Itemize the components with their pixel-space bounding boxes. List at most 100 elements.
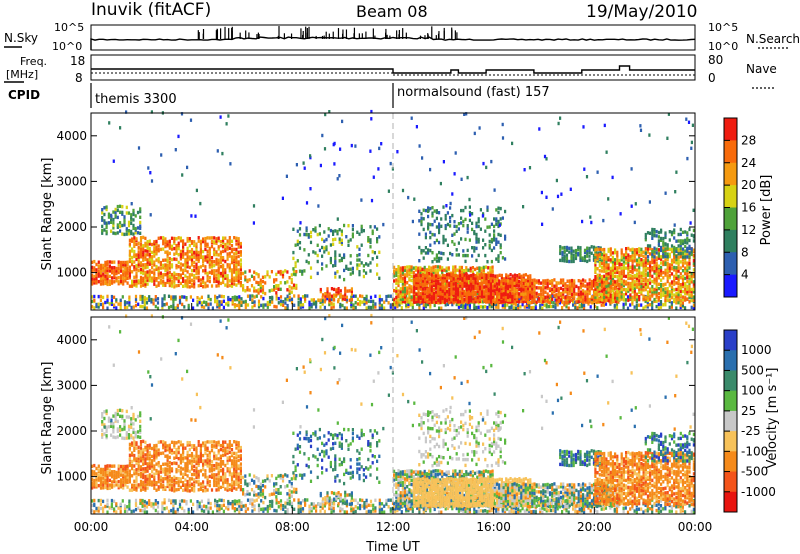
power-cell [572,303,575,307]
power-cell [106,268,109,272]
power-cell [117,266,120,271]
power-cell [506,289,510,294]
power-cell [119,204,122,208]
power-cell [290,273,293,277]
power-cell [500,280,503,284]
power-cell [261,285,265,289]
power-cell [688,261,691,265]
power-cell [393,274,396,278]
power-cell [489,270,492,275]
power-cell [348,289,351,293]
power-cell [620,284,623,289]
power-cell [333,293,336,297]
power-cell [533,287,536,292]
power-cell [653,269,656,273]
power-cell [592,257,596,261]
power-cell [482,300,485,304]
power-cell [653,259,656,263]
power-cell [349,272,352,276]
power-cell [640,271,643,275]
velocity-cell [152,506,155,510]
power-cell [487,275,490,280]
power-cell [210,269,214,273]
power-cell [110,217,113,222]
power-cell [435,292,438,296]
power-cell [242,286,245,290]
power-cell [253,289,256,293]
power-cell [690,293,693,297]
power-cell [655,229,658,234]
power-cell [684,298,687,302]
power-cell [318,232,321,236]
power-cell [420,212,423,216]
velocity-cell [121,499,124,503]
power-cell [135,279,138,283]
power-cell [264,275,267,279]
power-cell [202,276,205,280]
power-cell [259,289,262,293]
power-cell [685,117,688,121]
power-cell [418,306,421,310]
power-cell [435,300,438,304]
power-cell [511,291,514,295]
power-cell [188,273,191,277]
power-cell [435,209,438,213]
power-cell [301,269,304,274]
velocity-cell [115,510,118,514]
power-cell [526,282,529,286]
power-cell [455,253,458,257]
power-cell [346,289,349,293]
velocity-cell [145,501,149,505]
power-cell [380,142,383,146]
power-cell [625,247,628,251]
power-cell [372,299,375,304]
power-cell [482,297,485,301]
power-cell [649,294,652,298]
power-cell [401,271,404,275]
power-cell [668,230,671,234]
power-cell [425,268,428,272]
power-cell [149,213,152,217]
power-cell [233,276,236,280]
power-cell [449,294,453,298]
power-cell [604,302,608,306]
power-cell [190,263,194,267]
power-cell [489,273,492,278]
power-cell [130,202,133,206]
power-cell [441,284,444,288]
power-cell [460,270,463,275]
power-cell [399,287,402,291]
power-cell [326,296,329,301]
power-cell [481,286,484,291]
power-cell [177,243,180,248]
power-cell [611,286,614,290]
power-cell [137,268,140,273]
power-cell [396,304,399,309]
power-cell [318,223,321,228]
velocity-cell [174,499,177,503]
power-cell [442,237,445,242]
power-cell [268,296,272,300]
power-cell [472,272,475,277]
power-cell [406,291,409,295]
power-cell [487,286,490,291]
power-cell [424,232,427,236]
power-cell [430,286,433,291]
power-cell [206,284,209,288]
power-cell [439,282,442,286]
power-cell [219,274,222,278]
power-cell [544,290,547,294]
power-cell [343,223,346,228]
power-cell [239,276,242,280]
power-cell [474,274,477,278]
power-cell [443,292,446,296]
power-cell [182,284,185,288]
power-cell [646,247,650,251]
velocity-cell [216,500,219,504]
power-cell [432,281,435,285]
power-cell [209,297,212,302]
power-cell [453,242,456,246]
power-cell [117,270,120,275]
power-cell [354,301,357,305]
power-cell [508,305,511,310]
